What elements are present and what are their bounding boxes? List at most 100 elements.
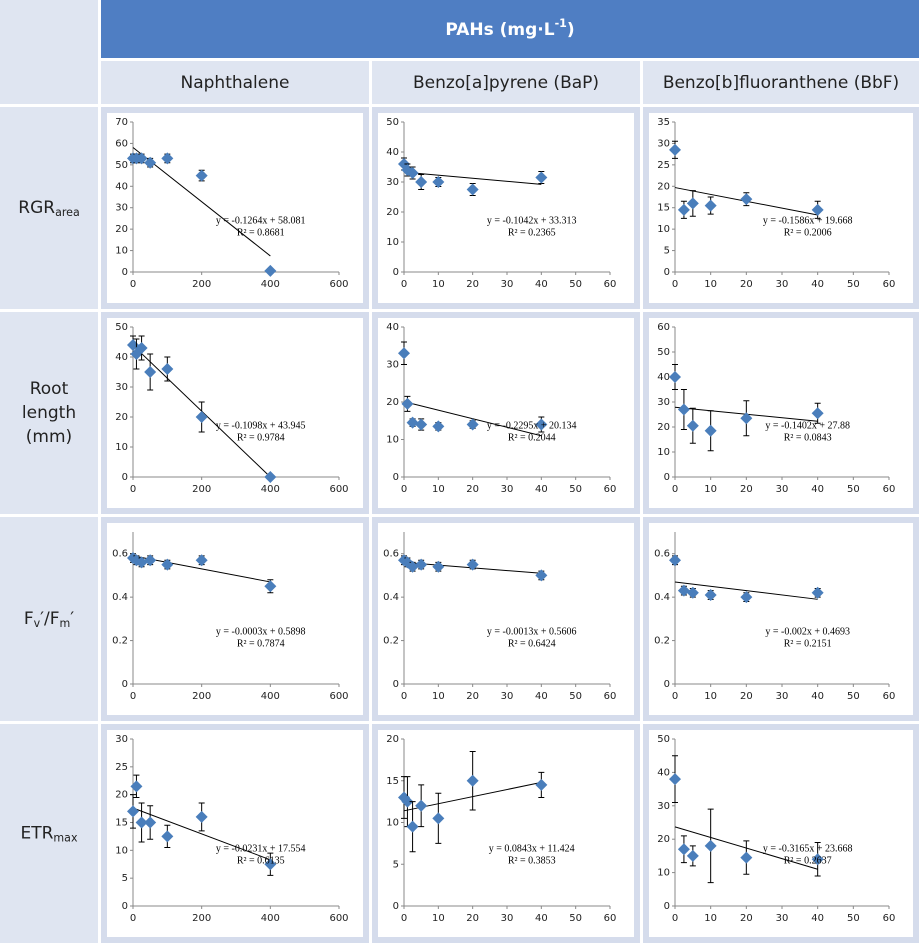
x-tick-label: 10 [432, 484, 445, 495]
x-tick-label: 0 [130, 913, 136, 924]
data-point [466, 558, 479, 571]
row-header: (mm) [26, 427, 72, 447]
x-tick-label: 30 [776, 279, 789, 290]
chart-panel [107, 318, 363, 508]
data-point [401, 795, 414, 808]
r-squared: R² = 0.2365 [508, 227, 556, 238]
y-tick-label: 0 [664, 679, 670, 690]
y-tick-label: 30 [115, 734, 128, 745]
x-tick-label: 40 [535, 691, 548, 702]
chart-panel [107, 113, 363, 303]
y-tick-label: 0 [393, 901, 399, 912]
x-tick-label: 0 [130, 484, 136, 495]
x-tick-label: 60 [604, 279, 617, 290]
row-header: ETRmax [20, 824, 77, 845]
y-tick-label: 20 [115, 224, 128, 235]
y-tick-label: 60 [115, 138, 128, 149]
text-part: ′/F [40, 609, 59, 629]
data-point [415, 558, 428, 571]
r-squared: R² = 0.3853 [508, 856, 556, 867]
x-tick-label: 30 [501, 913, 514, 924]
data-point [535, 569, 548, 582]
x-tick-label: 20 [466, 484, 479, 495]
data-point [415, 799, 428, 812]
text-part: max [53, 832, 78, 845]
data-point [740, 591, 753, 604]
row-header: length [22, 403, 76, 423]
row-header: RGRarea [18, 198, 79, 219]
data-point [686, 419, 699, 432]
y-tick-label: 40 [386, 322, 399, 333]
data-point [130, 780, 143, 793]
r-squared: R² = 0.7874 [237, 639, 285, 650]
x-tick-label: 40 [535, 484, 548, 495]
y-tick-label: 40 [115, 352, 128, 363]
x-tick-label: 40 [811, 913, 824, 924]
y-tick-label: 0.4 [383, 592, 399, 603]
y-tick-label: 10 [657, 868, 670, 879]
x-tick-label: 0 [401, 279, 407, 290]
data-point [811, 203, 824, 216]
trendline [132, 147, 271, 257]
data-point [432, 560, 445, 573]
equation: y = -0.1586x + 19.668 [763, 215, 853, 226]
x-tick-label: 40 [535, 279, 548, 290]
text-part: ) [567, 20, 575, 40]
data-point [466, 183, 479, 196]
data-point [135, 152, 148, 165]
x-tick-label: 30 [501, 484, 514, 495]
x-tick-label: 20 [740, 913, 753, 924]
data-point [144, 366, 157, 378]
x-tick-label: 20 [740, 691, 753, 702]
x-tick-label: 20 [466, 279, 479, 290]
x-tick-label: 60 [883, 913, 896, 924]
data-point [535, 418, 548, 431]
y-tick-label: 10 [657, 224, 670, 235]
data-point [811, 407, 824, 420]
data-point [264, 858, 277, 871]
data-point [686, 197, 699, 210]
text-part: length [22, 403, 76, 423]
x-tick-label: 0 [672, 691, 678, 702]
y-tick-label: 0.2 [654, 636, 670, 647]
y-tick-label: 50 [115, 322, 128, 333]
data-point [704, 588, 717, 601]
data-point [406, 560, 419, 573]
x-tick-label: 60 [883, 691, 896, 702]
y-tick-label: 0 [393, 679, 399, 690]
x-tick-label: 200 [192, 691, 211, 702]
y-tick-label: 0 [122, 472, 128, 483]
data-point [432, 176, 445, 188]
trendline [132, 807, 271, 861]
row-header-bg [0, 312, 98, 514]
data-point [535, 171, 548, 184]
equation: y = -0.0003x + 0.5898 [216, 627, 306, 638]
row-header-bg [0, 107, 98, 309]
y-tick-label: 15 [386, 776, 399, 787]
x-tick-label: 40 [811, 484, 824, 495]
y-tick-label: 25 [115, 762, 128, 773]
y-tick-label: 10 [115, 246, 128, 257]
x-tick-label: 30 [776, 913, 789, 924]
chart-panel [649, 730, 913, 937]
x-tick-label: 30 [776, 691, 789, 702]
data-point [432, 420, 445, 433]
y-tick-label: 20 [657, 834, 670, 845]
x-tick-label: 20 [466, 691, 479, 702]
y-tick-label: 0 [122, 901, 128, 912]
x-tick-label: 200 [192, 279, 211, 290]
x-tick-label: 60 [604, 484, 617, 495]
x-tick-label: 600 [329, 279, 348, 290]
x-tick-label: 0 [672, 484, 678, 495]
y-tick-label: 5 [122, 873, 128, 884]
text-part: F [24, 609, 34, 629]
data-point [161, 152, 174, 165]
r-squared: R² = 0.2006 [784, 227, 832, 238]
text-part: (mm) [26, 427, 72, 447]
x-tick-label: 40 [811, 691, 824, 702]
x-tick-label: 0 [672, 913, 678, 924]
data-point [195, 810, 208, 823]
data-point [264, 471, 277, 483]
x-tick-label: 50 [847, 691, 860, 702]
data-point [415, 176, 428, 188]
